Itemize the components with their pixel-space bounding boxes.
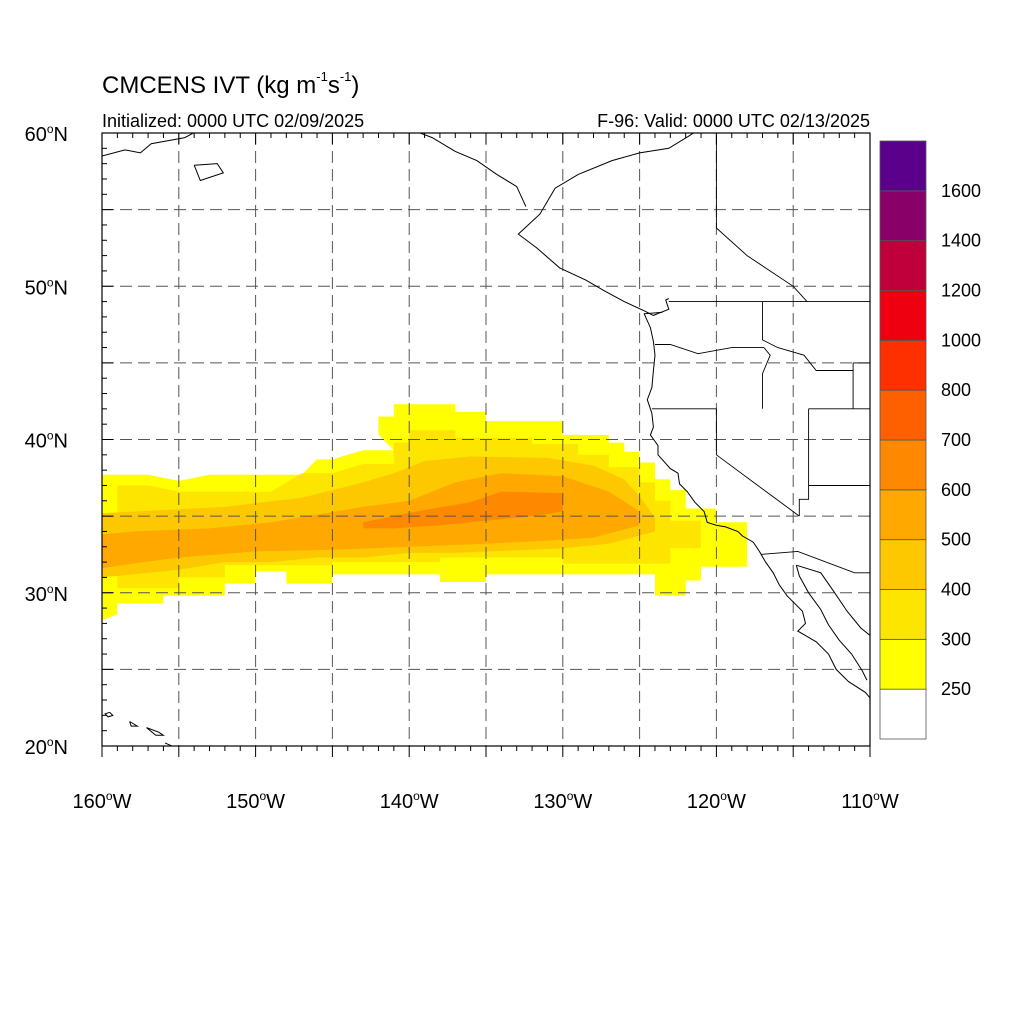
lon-label-160W: 160oW: [73, 789, 132, 813]
lon-label-130W: 130oW: [533, 789, 592, 813]
coastline-gulf_of_alaska_islands: [193, 163, 225, 182]
colorbar-bin-600-700: [879, 439, 927, 491]
colorbar-bin-700-800: [879, 389, 927, 441]
border-nv_az: [798, 408, 810, 517]
colorbar: 250 300 400 500 600 700 800 1000 1200 1400 1600: [879, 140, 981, 740]
title-text-mid: s: [327, 72, 340, 99]
coastline-canada_alaska: [517, 133, 695, 316]
map-title: CMCENS IVT (kg m-1s-1): [102, 69, 360, 100]
coastline-conus_west: [643, 311, 870, 699]
border-ca_nv: [715, 408, 800, 517]
valid-time-label: F-96: Valid: 0000 UTC 02/13/2025: [597, 111, 870, 131]
initialized-label: Initialized: 0000 UTC 02/09/2025: [102, 111, 365, 131]
coastline-hawaii_2: [129, 721, 140, 727]
colorbar-bin-1000-1200: [879, 290, 927, 341]
coastlines: [102, 133, 870, 746]
colorbar-bin-1400-1600: [879, 190, 927, 242]
coastline-hawaii_4: [164, 742, 174, 746]
lat-label-60N: 60oN: [25, 122, 68, 146]
border-id_mt: [762, 301, 854, 371]
ivt-region-600-700: [363, 491, 563, 529]
border-canada_bc_alberta: [715, 133, 808, 302]
colorbar-bin-300-400: [879, 589, 927, 640]
colorbar-bin-500-600: [879, 489, 927, 541]
ivt-field: [102, 404, 748, 621]
border-us_mexico: [760, 550, 870, 574]
colorbar-bin-800-1000: [879, 339, 927, 391]
lat-label-30N: 30oN: [25, 582, 68, 606]
title-text: CMCENS IVT (kg m: [102, 72, 317, 99]
colorbar-label-700: 700: [941, 430, 971, 450]
lon-label-110W: 110oW: [841, 789, 899, 813]
colorbar-bin-<250: [879, 688, 927, 740]
colorbar-label-1000: 1000: [941, 330, 981, 350]
colorbar-label-300: 300: [941, 629, 971, 649]
colorbar-label-800: 800: [941, 380, 971, 400]
lat-label-20N: 20oN: [25, 735, 68, 759]
border-wa_or: [655, 344, 764, 355]
lat-label-40N: 40oN: [25, 429, 68, 453]
lon-label-120W: 120oW: [687, 789, 746, 813]
title-exponent: -1: [316, 69, 328, 84]
coastline-mexico_mainland: [796, 564, 870, 637]
coastline-hawaii_1: [104, 711, 114, 718]
coastline-baja_gulf: [795, 565, 868, 681]
colorbar-bin-400-500: [879, 539, 927, 590]
lon-label-150W: 150oW: [226, 789, 285, 813]
colorbar-label-1600: 1600: [941, 181, 981, 201]
colorbar-label-1200: 1200: [941, 281, 981, 301]
title-exponent-2: -1: [339, 69, 352, 84]
colorbar-bin->1600: [879, 140, 927, 192]
border-or_id: [762, 347, 771, 409]
colorbar-label-600: 600: [941, 480, 971, 500]
colorbar-label-250: 250: [941, 679, 971, 699]
political-borders: [651, 133, 870, 574]
colorbar-bin-1200-1400: [879, 240, 927, 291]
coastline-aleutian_tip: [102, 133, 195, 157]
coastline-hawaii_3: [146, 727, 166, 736]
lat-lon-grid: [102, 133, 870, 746]
colorbar-label-500: 500: [941, 530, 971, 550]
axis-ticks: [101, 132, 871, 757]
colorbar-bin-250-300: [879, 638, 927, 690]
lat-label-50N: 50oN: [25, 275, 68, 299]
axis-labels: 160oW 150oW 140oW 130oW 120oW 110oW 20oN 30oN 40…: [25, 122, 899, 813]
colorbar-label-400: 400: [941, 580, 971, 600]
lon-label-140W: 140oW: [380, 789, 439, 813]
title-text-end: ): [351, 72, 360, 99]
coastline-alaska_southeast: [418, 133, 527, 207]
colorbar-label-1400: 1400: [941, 231, 981, 251]
